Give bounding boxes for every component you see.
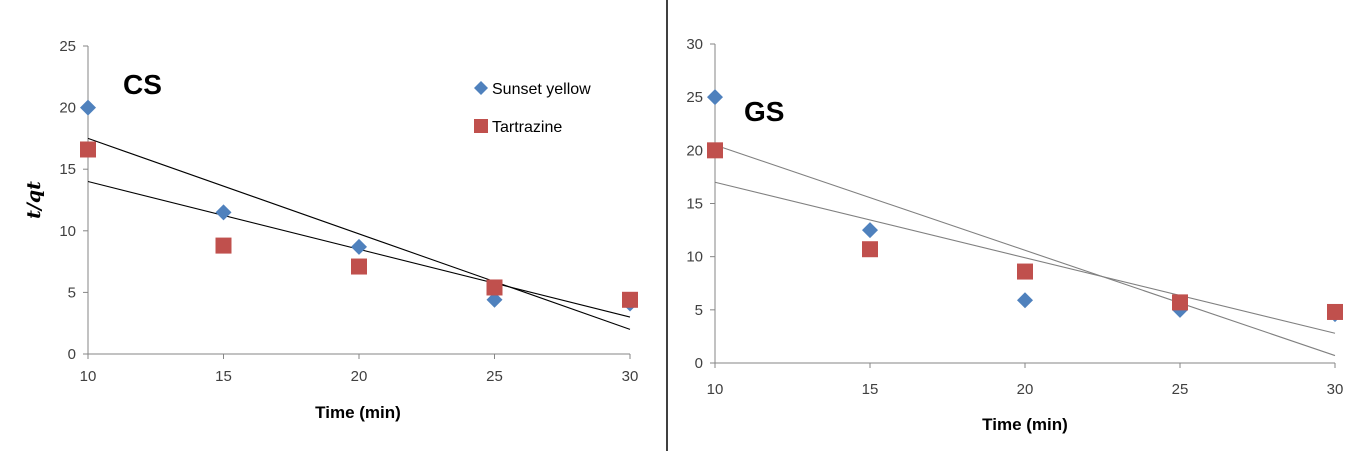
point-sunset-yellow-gs xyxy=(1017,292,1033,309)
legend-cs: Sunset yellow Tartrazine xyxy=(474,81,591,136)
chart-title-gs: GS xyxy=(744,96,784,127)
y-tick-label-gs: 20 xyxy=(686,142,703,159)
point-tartrazine-cs xyxy=(351,258,367,275)
point-tartrazine-gs xyxy=(1327,303,1343,320)
y-tick-label-gs: 5 xyxy=(695,302,703,319)
x-tick-label-gs: 20 xyxy=(1017,381,1034,398)
point-tartrazine-gs xyxy=(1172,294,1188,311)
legend-marker-sunset-yellow xyxy=(474,81,488,95)
x-axis-label-cs: Time (min) xyxy=(315,403,401,422)
y-tick-label-cs: 25 xyxy=(59,38,76,55)
point-sunset-yellow-cs xyxy=(486,291,503,308)
trendline-sunset-yellow-gs xyxy=(714,181,1336,334)
y-tick-label-gs: 15 xyxy=(686,196,703,213)
x-tick-label-cs: 25 xyxy=(486,368,503,385)
x-tick-label-cs: 30 xyxy=(622,368,639,385)
y-tick-label-cs: 0 xyxy=(68,346,76,363)
point-sunset-yellow-cs xyxy=(215,204,232,221)
y-tick-label-cs: 15 xyxy=(59,161,76,178)
x-tick-label-gs: 15 xyxy=(862,381,879,398)
x-axis-label-gs: Time (min) xyxy=(982,415,1068,434)
legend-label-tartrazine: Tartrazine xyxy=(492,119,562,136)
point-tartrazine-gs xyxy=(1017,263,1033,280)
point-tartrazine-cs xyxy=(486,279,503,296)
legend-marker-tartrazine xyxy=(474,119,488,133)
point-sunset-yellow-gs xyxy=(862,222,878,239)
x-tick-label-cs: 20 xyxy=(351,368,368,385)
point-tartrazine-cs xyxy=(215,237,232,254)
y-tick-label-cs: 20 xyxy=(59,100,76,117)
y-tick-label-gs: 30 xyxy=(686,36,703,53)
x-tick-label-gs: 10 xyxy=(707,381,724,398)
y-tick-label-cs: 10 xyxy=(59,223,76,240)
legend-label-sunset-yellow: Sunset yellow xyxy=(492,81,591,98)
x-tick-label-cs: 10 xyxy=(80,368,97,385)
chart-gs: 0 5 10 15 20 25 30 10 15 20 25 30 GS Time (min) xyxy=(686,36,1343,434)
x-tick-label-cs: 15 xyxy=(215,368,232,385)
y-tick-label-gs: 25 xyxy=(686,89,703,106)
point-tartrazine-gs xyxy=(707,142,723,159)
x-tick-label-gs: 25 xyxy=(1172,381,1189,398)
point-tartrazine-gs xyxy=(862,241,878,258)
y-tick-label-gs: 10 xyxy=(686,249,703,266)
chart-title-cs: CS xyxy=(123,69,162,100)
y-tick-label-gs: 0 xyxy=(695,355,703,372)
point-sunset-yellow-gs xyxy=(707,89,723,106)
point-tartrazine-cs xyxy=(622,291,638,308)
point-tartrazine-cs xyxy=(80,141,96,158)
point-sunset-yellow-cs xyxy=(80,99,96,116)
point-sunset-yellow-cs xyxy=(351,238,367,255)
y-tick-label-cs: 5 xyxy=(68,284,76,301)
y-axis-label-cs: t/qt xyxy=(23,181,45,219)
trendline-tartrazine-cs xyxy=(87,137,631,330)
x-tick-label-gs: 30 xyxy=(1327,381,1344,398)
trendline-tartrazine-gs xyxy=(714,144,1336,357)
